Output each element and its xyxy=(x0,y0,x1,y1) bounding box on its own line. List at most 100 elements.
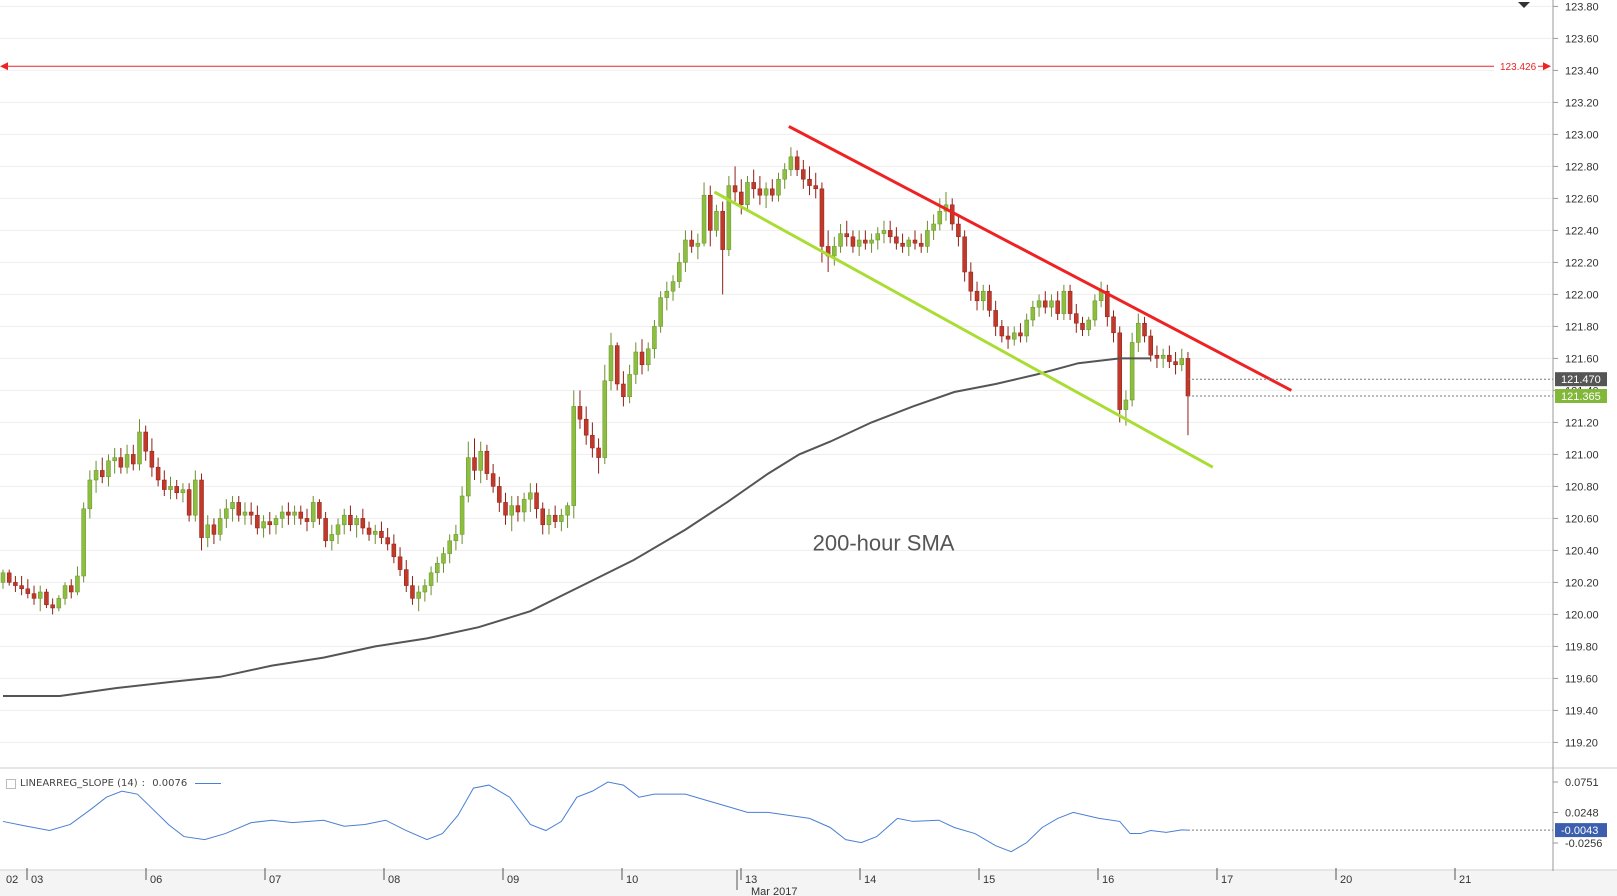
indicator-tick-label: 0.0248 xyxy=(1565,807,1599,819)
candle-body xyxy=(726,185,732,250)
candle-body xyxy=(106,460,111,478)
candle-body xyxy=(404,569,409,586)
yaxis-tick-label: 122.00 xyxy=(1565,289,1599,301)
xaxis-day-label: 13 xyxy=(745,874,757,886)
candle-body xyxy=(528,492,533,500)
candle-body xyxy=(1136,322,1141,343)
candle-body xyxy=(205,524,210,538)
yaxis-tick-label: 123.40 xyxy=(1565,65,1599,77)
candle-body xyxy=(515,505,521,513)
candle-body xyxy=(993,310,998,327)
candle-body xyxy=(652,326,657,350)
yaxis-tick-label: 121.60 xyxy=(1565,353,1599,365)
indicator-line xyxy=(2,781,1188,853)
xaxis-day-label: 06 xyxy=(150,874,162,886)
candle-body xyxy=(1154,354,1160,359)
candle-body xyxy=(757,188,763,196)
candle-body xyxy=(230,502,235,510)
candle-body xyxy=(478,450,483,471)
yaxis-tick-label: 121.80 xyxy=(1565,321,1599,333)
candle-body xyxy=(838,233,843,247)
candle-body xyxy=(1067,290,1073,314)
candle-body xyxy=(875,233,881,241)
candle-body xyxy=(68,585,74,593)
candle-body xyxy=(62,585,68,599)
indicator-title: LINEARREG_SLOPE (14) xyxy=(20,778,138,789)
candle-body xyxy=(980,290,986,302)
candle-body xyxy=(602,380,608,458)
yaxis-tick-label: 119.20 xyxy=(1565,737,1598,749)
candle-body xyxy=(267,521,273,526)
yaxis-tick-label: 123.00 xyxy=(1565,129,1599,141)
candle-body xyxy=(900,242,905,247)
candle-body xyxy=(1036,300,1042,308)
candle-body xyxy=(987,290,992,311)
candle-body xyxy=(6,572,12,583)
candle-body xyxy=(670,281,676,292)
xaxis-day-label: 03 xyxy=(31,874,43,886)
candle-body xyxy=(1117,332,1122,410)
candle-body xyxy=(794,156,800,170)
candle-body xyxy=(887,230,893,238)
candle-body xyxy=(776,178,781,196)
yaxis-tick-label: 122.40 xyxy=(1565,225,1599,237)
xaxis-day-label: 10 xyxy=(626,874,638,886)
candle-body xyxy=(162,479,167,490)
candle-body xyxy=(912,239,918,244)
candle-body xyxy=(168,486,173,490)
indicator-toggle-icon[interactable] xyxy=(6,778,16,789)
candle-body xyxy=(1030,306,1036,321)
candle-body xyxy=(453,534,459,542)
candle-body xyxy=(1173,361,1178,366)
candle-body xyxy=(447,540,452,554)
candle-body xyxy=(645,348,651,366)
sma-line xyxy=(3,357,1151,697)
candle-body xyxy=(521,498,527,513)
candle-body xyxy=(1074,313,1079,324)
sma-price-badge xyxy=(1555,372,1607,387)
candle-body xyxy=(397,556,403,570)
candle-body xyxy=(360,518,366,529)
candle-body xyxy=(1105,290,1110,318)
candle-body xyxy=(614,345,620,385)
candle-body xyxy=(819,188,825,247)
candle-body xyxy=(565,505,570,516)
candle-body xyxy=(701,194,707,244)
candle-body xyxy=(317,502,322,519)
candle-body xyxy=(850,236,856,247)
xaxis-day-label: 07 xyxy=(269,874,281,886)
xaxis-day-label: 20 xyxy=(1340,874,1352,886)
candle-body xyxy=(621,383,626,398)
xaxis-day-label: 15 xyxy=(983,874,995,886)
candle-body xyxy=(807,178,812,186)
candle-body xyxy=(441,553,446,564)
candle-body xyxy=(639,351,645,366)
candle-body xyxy=(571,406,577,506)
candle-body xyxy=(416,591,421,599)
candle-body xyxy=(472,457,477,471)
candles xyxy=(0,147,1191,615)
xaxis-day-label: 09 xyxy=(507,874,519,886)
candle-body xyxy=(298,511,304,519)
yaxis-tick-label: 122.80 xyxy=(1565,161,1599,173)
candle-body xyxy=(732,185,738,193)
candle-body xyxy=(608,345,614,382)
candle-body xyxy=(310,502,316,522)
candle-body xyxy=(81,508,86,577)
candle-body xyxy=(577,406,583,420)
scroll-down-icon[interactable] xyxy=(1518,2,1530,8)
candle-body xyxy=(676,262,682,282)
candle-body xyxy=(50,604,55,609)
yaxis-tick-label: 120.40 xyxy=(1565,545,1599,557)
candle-body xyxy=(546,514,552,526)
candle-body xyxy=(962,236,967,273)
candle-body xyxy=(143,431,148,452)
candle-body xyxy=(1185,358,1191,397)
candle-body xyxy=(410,585,415,599)
candle-body xyxy=(75,575,80,593)
candle-body xyxy=(664,290,670,298)
candle-body xyxy=(459,495,465,535)
level-label-bg xyxy=(1494,60,1538,73)
upper-trendline xyxy=(788,125,1293,392)
